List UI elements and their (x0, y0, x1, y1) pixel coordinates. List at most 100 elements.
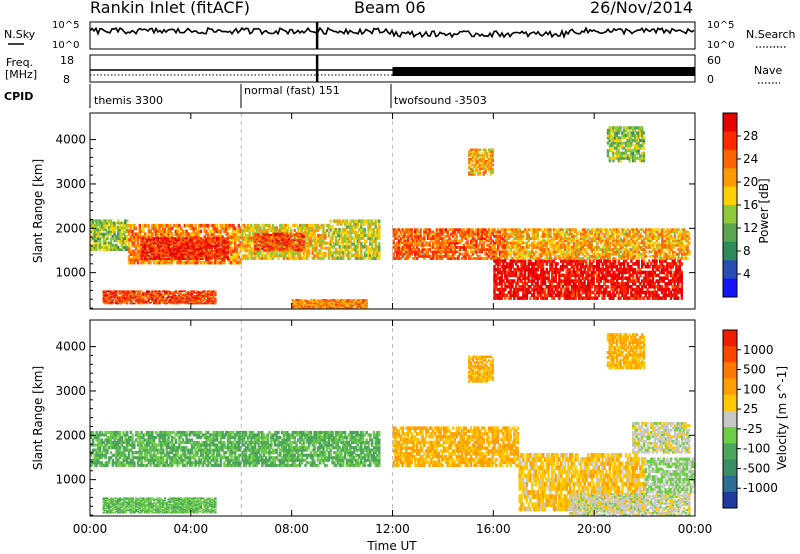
heatmap-cell (131, 302, 134, 305)
heatmap-cell (99, 239, 102, 243)
heatmap-cell (307, 234, 311, 238)
heatmap-cell (149, 254, 152, 257)
heatmap-cell (219, 256, 222, 259)
heatmap-cell (145, 246, 149, 251)
heatmap-cell (491, 167, 494, 170)
heatmap-cell (199, 246, 203, 249)
heatmap-cell (140, 243, 143, 246)
heatmap-cell (237, 243, 240, 248)
heatmap-cell (153, 290, 156, 292)
heatmap-cell (99, 243, 102, 247)
twofsound-freq-band (392, 67, 695, 76)
heatmap-cell (248, 234, 251, 238)
heatmap-cell (225, 237, 228, 240)
heatmap-cell (372, 256, 376, 260)
heatmap-cell (271, 244, 275, 246)
heatmap-cell (282, 241, 286, 244)
heatmap-cell (142, 296, 145, 298)
heatmap-cell (115, 296, 118, 298)
heatmap-cell (257, 234, 260, 236)
heatmap-cell (201, 299, 204, 302)
heatmap-cell (156, 298, 159, 301)
heatmap-cell (271, 241, 275, 244)
heatmap-cell (189, 223, 192, 228)
heatmap-cell (106, 248, 109, 251)
heatmap-cell (313, 231, 316, 235)
heatmap-cell (354, 219, 358, 223)
heatmap-cell (167, 229, 170, 234)
heatmap-cell (194, 260, 197, 265)
heatmap-cell (165, 243, 168, 246)
heatmap-cell (180, 290, 183, 292)
heatmap-cell (259, 251, 262, 255)
heatmap-cell (120, 298, 123, 301)
heatmap-cell (192, 291, 195, 293)
heatmap-cell (163, 245, 167, 248)
heatmap-cell (313, 241, 316, 245)
heatmap-cell (185, 243, 188, 246)
heatmap-cell (261, 235, 264, 238)
heatmap-cell (325, 223, 329, 227)
heatmap-cell (208, 243, 212, 246)
heatmap-cell (140, 290, 143, 292)
heatmap-cell (154, 237, 158, 240)
heatmap-cell (156, 249, 159, 252)
heatmap-cell (199, 302, 203, 305)
heatmap-cell (140, 235, 143, 239)
heatmap-cell (259, 256, 262, 260)
heatmap-cell (131, 290, 134, 292)
heatmap-cell (313, 256, 316, 260)
heatmap-cell (365, 219, 368, 223)
heatmap-cell (149, 229, 152, 234)
heatmap-cell (378, 233, 381, 238)
heatmap-cell (239, 241, 242, 245)
heatmap-cell (145, 241, 149, 245)
heatmap-cell (331, 225, 334, 229)
heatmap-cell (399, 230, 403, 234)
heatmap-cell (297, 239, 300, 241)
heatmap-cell (275, 254, 278, 258)
heatmap-cell (135, 235, 138, 239)
heatmap-cell (181, 257, 185, 260)
heatmap-cell (248, 236, 251, 240)
heatmap-cell (111, 291, 114, 293)
heatmap-cell (298, 226, 302, 230)
heatmap-cell (288, 237, 291, 240)
heatmap-cell (187, 240, 190, 243)
heatmap-cell (207, 245, 210, 248)
heatmap-cell (180, 232, 183, 236)
heatmap-cell (219, 248, 222, 251)
heatmap-cell (167, 254, 170, 257)
heatmap-cell (223, 254, 226, 257)
heatmap-cell (113, 296, 116, 298)
heatmap-cell (154, 229, 158, 234)
heatmap-cell (144, 223, 147, 228)
heatmap-cell (162, 237, 165, 240)
heatmap-cell (151, 299, 154, 302)
heatmap-cell (252, 249, 255, 253)
heatmap-cell (376, 245, 379, 249)
heatmap-cell (180, 301, 183, 304)
heatmap-cell (307, 239, 311, 243)
heatmap-cell (208, 235, 212, 239)
heatmap-cell (225, 223, 228, 228)
heatmap-cell (302, 256, 305, 260)
heatmap-cell (194, 223, 197, 228)
heatmap-cell (100, 232, 104, 236)
heatmap-cell (190, 246, 194, 249)
heatmap-cell (122, 298, 125, 300)
heatmap-cell (365, 247, 368, 252)
heatmap-cell (147, 258, 150, 262)
heatmap-cell (156, 238, 159, 241)
heatmap-cell (228, 246, 231, 251)
heatmap-cell (167, 295, 170, 297)
heatmap-cell (280, 236, 284, 239)
heatmap-cell (291, 240, 295, 243)
heatmap-cell (248, 223, 251, 227)
heatmap-cell (394, 237, 397, 240)
heatmap-cell (154, 253, 158, 256)
heatmap-cell (162, 241, 165, 245)
heatmap-cell (147, 297, 150, 299)
heatmap-cell (219, 238, 222, 241)
heatmap-cell (230, 238, 233, 242)
